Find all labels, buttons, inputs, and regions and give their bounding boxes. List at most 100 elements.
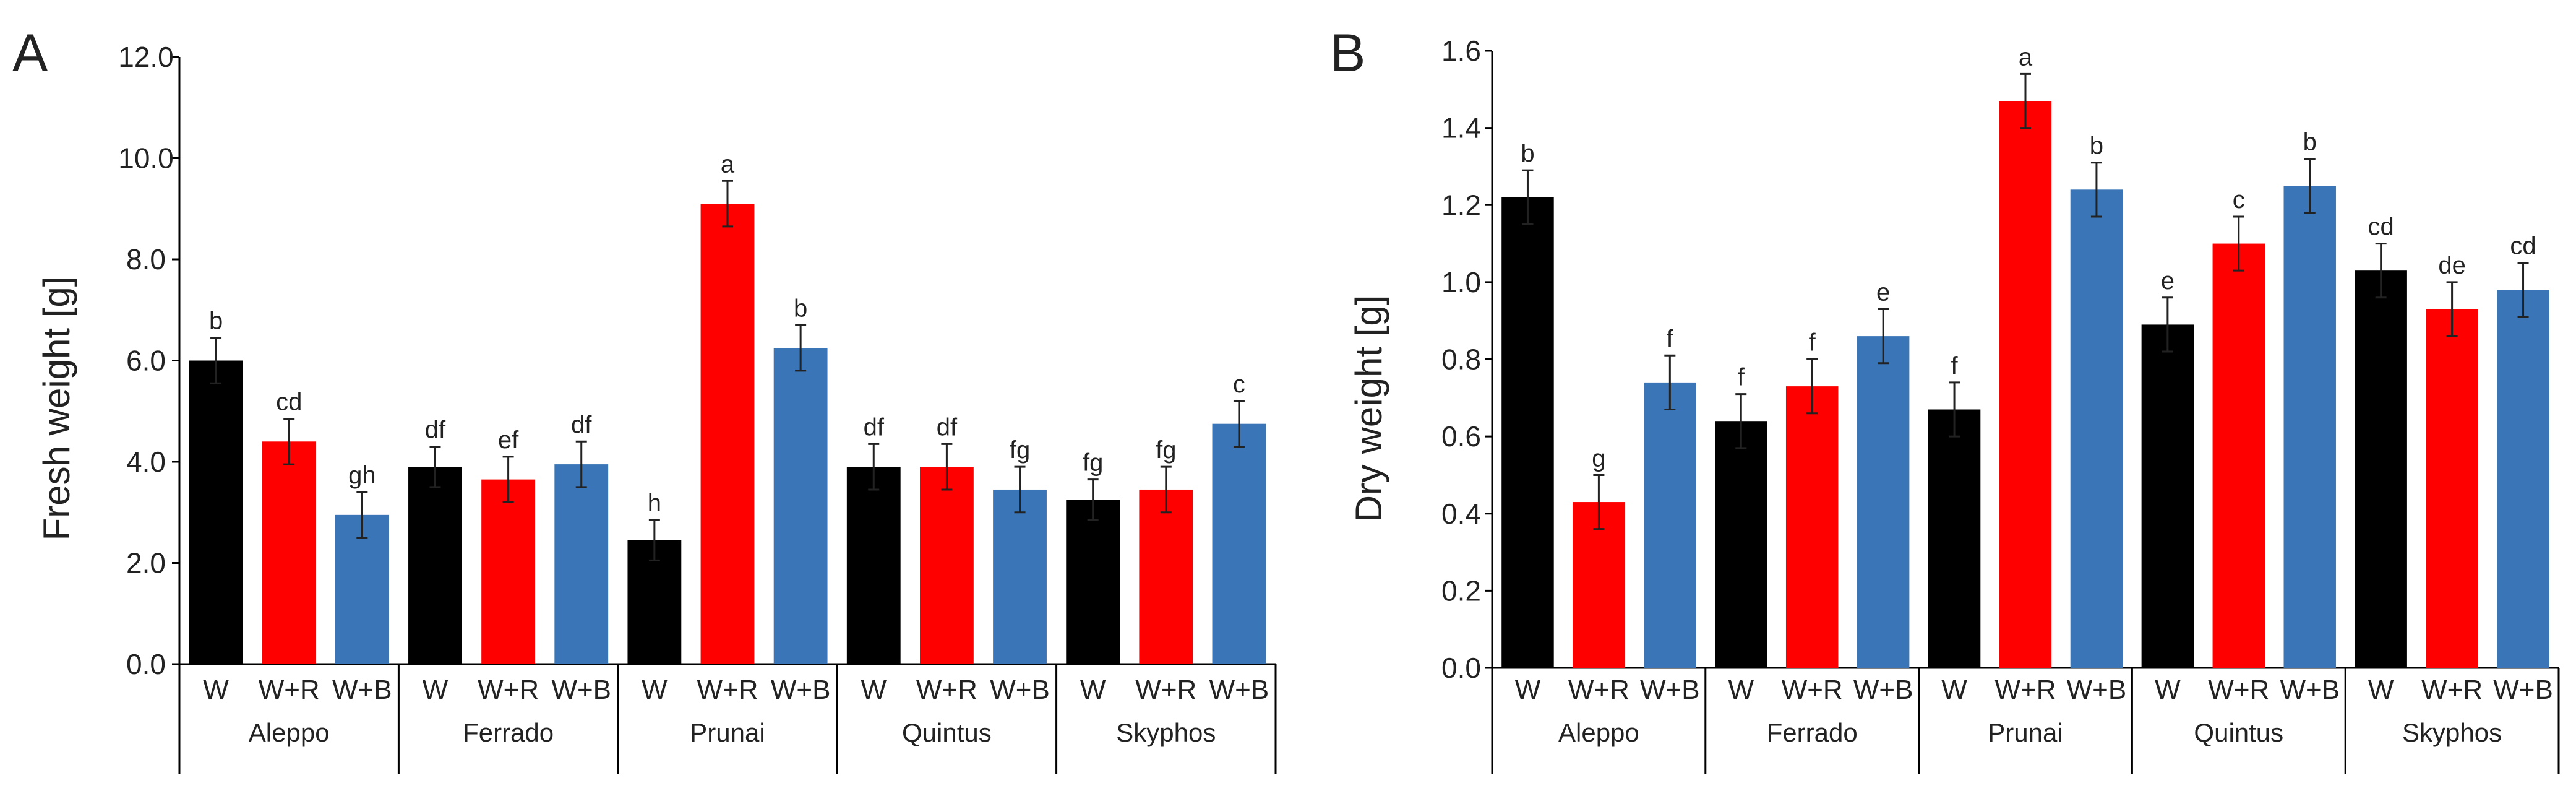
panel-b-bar xyxy=(2497,290,2549,668)
panel-b-y-tick-label: 0.8 xyxy=(1441,344,1481,376)
panel-a-group-label: Quintus xyxy=(902,718,992,747)
panel-a-significance-letter: df xyxy=(937,413,958,441)
panel-a-bar xyxy=(846,467,901,664)
panel-b-significance-letter: b xyxy=(2303,128,2317,155)
panel-a-treatment-label: W xyxy=(203,675,229,705)
panel-a-treatment-label: W+B xyxy=(771,675,831,705)
panel-b-significance-letter: e xyxy=(2161,267,2175,295)
panel-b-significance-letter: c xyxy=(2233,186,2245,214)
panel-a-bar xyxy=(189,360,243,664)
panel-b-treatment-label: W+R xyxy=(1568,675,1629,705)
panel-a-y-tick-label: 10.0 xyxy=(118,142,174,175)
panel-a-group-label: Ferrado xyxy=(463,718,554,747)
panel-b-y-tick-label: 1.0 xyxy=(1441,266,1481,298)
panel-a-bar xyxy=(919,467,974,664)
panel-a-treatment-label: W+R xyxy=(259,675,320,705)
panel-b-bar xyxy=(2141,324,2194,668)
panel-b-group-label: Ferrado xyxy=(1767,718,1858,747)
panel-b-bar xyxy=(1785,386,1839,668)
panel-b-treatment-label: W xyxy=(1515,675,1541,705)
panel-b-treatment-label: W+R xyxy=(2421,675,2483,705)
panel-b-y-tick-label: 0.4 xyxy=(1441,498,1481,530)
panel-b-significance-letter: f xyxy=(1667,325,1674,352)
panel-a-significance-letter: ef xyxy=(498,426,519,454)
panel-b-group-label: Prunai xyxy=(1988,718,2063,747)
panel-b-treatment-label: W+B xyxy=(2493,675,2553,705)
panel-b-bar xyxy=(2070,189,2123,668)
panel-a-significance-letter: cd xyxy=(276,389,302,416)
panel-a-significance-letter: fg xyxy=(1010,436,1030,464)
panel-b-bar xyxy=(1501,197,1554,668)
panel-b-treatment-label: W xyxy=(2155,675,2181,705)
panel-a-significance-letter: fg xyxy=(1083,449,1103,477)
panel-b-bar xyxy=(2283,186,2336,668)
panel-b-significance-letter: e xyxy=(1876,279,1890,306)
panel-a-y-tick-label: 0.0 xyxy=(126,648,166,680)
panel-a-treatment-label: W xyxy=(861,675,887,705)
panel-b-treatment-label: W+R xyxy=(2208,675,2269,705)
panel-b-bar xyxy=(1857,336,1910,668)
panel-a-bar xyxy=(1212,423,1266,664)
panel-a-bar xyxy=(700,204,755,664)
panel-b-y-axis-label: Dry weight [g] xyxy=(1348,295,1389,522)
panel-b-y-tick-label: 0.2 xyxy=(1441,574,1481,607)
panel-a-significance-letter: gh xyxy=(348,462,376,489)
panel-b-significance-letter: g xyxy=(1592,444,1605,472)
panel-a-treatment-label: W xyxy=(1080,675,1106,705)
panel-a-treatment-label: W+R xyxy=(478,675,539,705)
panel-a: A Fresh weight [g] 0.0 2.0 4.0 6.0 8.0 10.0 12… xyxy=(12,24,1277,774)
panel-a-treatment-label: W+B xyxy=(1209,675,1269,705)
panel-b-y-tick-label: 0.6 xyxy=(1441,420,1481,452)
panel-b-significance-letter: de xyxy=(2438,252,2466,279)
panel-a-treatment-label: W+B xyxy=(551,675,611,705)
panel-b-bar xyxy=(1715,421,1767,668)
panel-a-bar xyxy=(554,464,609,664)
panel-b-group-label: Aleppo xyxy=(1558,718,1639,747)
panel-a-bar xyxy=(335,514,389,664)
panel-b-bar xyxy=(1644,382,1696,668)
panel-b-y-tick-label: 1.2 xyxy=(1441,189,1481,221)
panel-a-bar xyxy=(262,441,316,664)
panel-a-group-label: Skyphos xyxy=(1116,718,1216,747)
panel-a-y-tick-label: 4.0 xyxy=(126,446,166,478)
panel-b-treatment-label: W+B xyxy=(2067,675,2127,705)
panel-a-bar xyxy=(1139,489,1193,664)
panel-b-treatment-label: W xyxy=(2368,675,2394,705)
panel-b-treatment-label: W+B xyxy=(1853,675,1913,705)
panel-a-significance-letter: b xyxy=(209,308,223,335)
panel-a-bar xyxy=(1066,500,1120,664)
panel-a-treatment-label: W+R xyxy=(916,675,977,705)
panel-a-significance-letter: b xyxy=(794,295,807,322)
panel-a-bar xyxy=(993,489,1047,664)
panel-b-significance-letter: cd xyxy=(2510,233,2536,260)
panel-b-bar xyxy=(2426,309,2478,668)
panel-a-significance-letter: h xyxy=(648,490,661,517)
panel-b: B Dry weight [g] 0.0 0.2 0.4 0.6 0.8 1.0 1.2 1.… xyxy=(1330,24,2560,774)
panel-a-treatment-label: W+B xyxy=(332,675,392,705)
panel-a-treatment-label: W xyxy=(423,675,449,705)
panel-b-treatment-label: W+B xyxy=(2280,675,2340,705)
panel-b-significance-letter: a xyxy=(2019,43,2033,71)
panel-a-significance-letter: df xyxy=(425,416,446,443)
panel-a-significance-letter: fg xyxy=(1156,436,1176,464)
panel-a-bar xyxy=(408,467,462,664)
panel-b-y-tick-label: 1.4 xyxy=(1441,112,1481,144)
panel-a-treatment-label: W+R xyxy=(1135,675,1196,705)
panel-b-significance-letter: f xyxy=(1738,364,1745,391)
panel-a-significance-letter: a xyxy=(721,150,735,178)
panel-b-significance-letter: b xyxy=(1521,140,1534,167)
panel-b-bar xyxy=(2355,270,2407,668)
panel-a-bar xyxy=(481,479,536,664)
panel-b-significance-letter: f xyxy=(1951,352,1959,379)
panel-a-significance-letter: c xyxy=(1233,371,1245,398)
panel-a-y-tick-label: 6.0 xyxy=(126,345,166,377)
panel-a-treatment-label: W+R xyxy=(697,675,758,705)
panel-b-group-label: Quintus xyxy=(2194,718,2283,747)
panel-a-y-axis-label: Fresh weight [g] xyxy=(36,277,77,541)
panel-a-significance-letter: df xyxy=(571,411,592,438)
panel-a-significance-letter: df xyxy=(864,413,885,441)
panel-b-significance-letter: b xyxy=(2090,132,2103,160)
panel-b-significance-letter: f xyxy=(1809,329,1816,357)
panel-a-y-tick-label: 2.0 xyxy=(126,547,166,579)
